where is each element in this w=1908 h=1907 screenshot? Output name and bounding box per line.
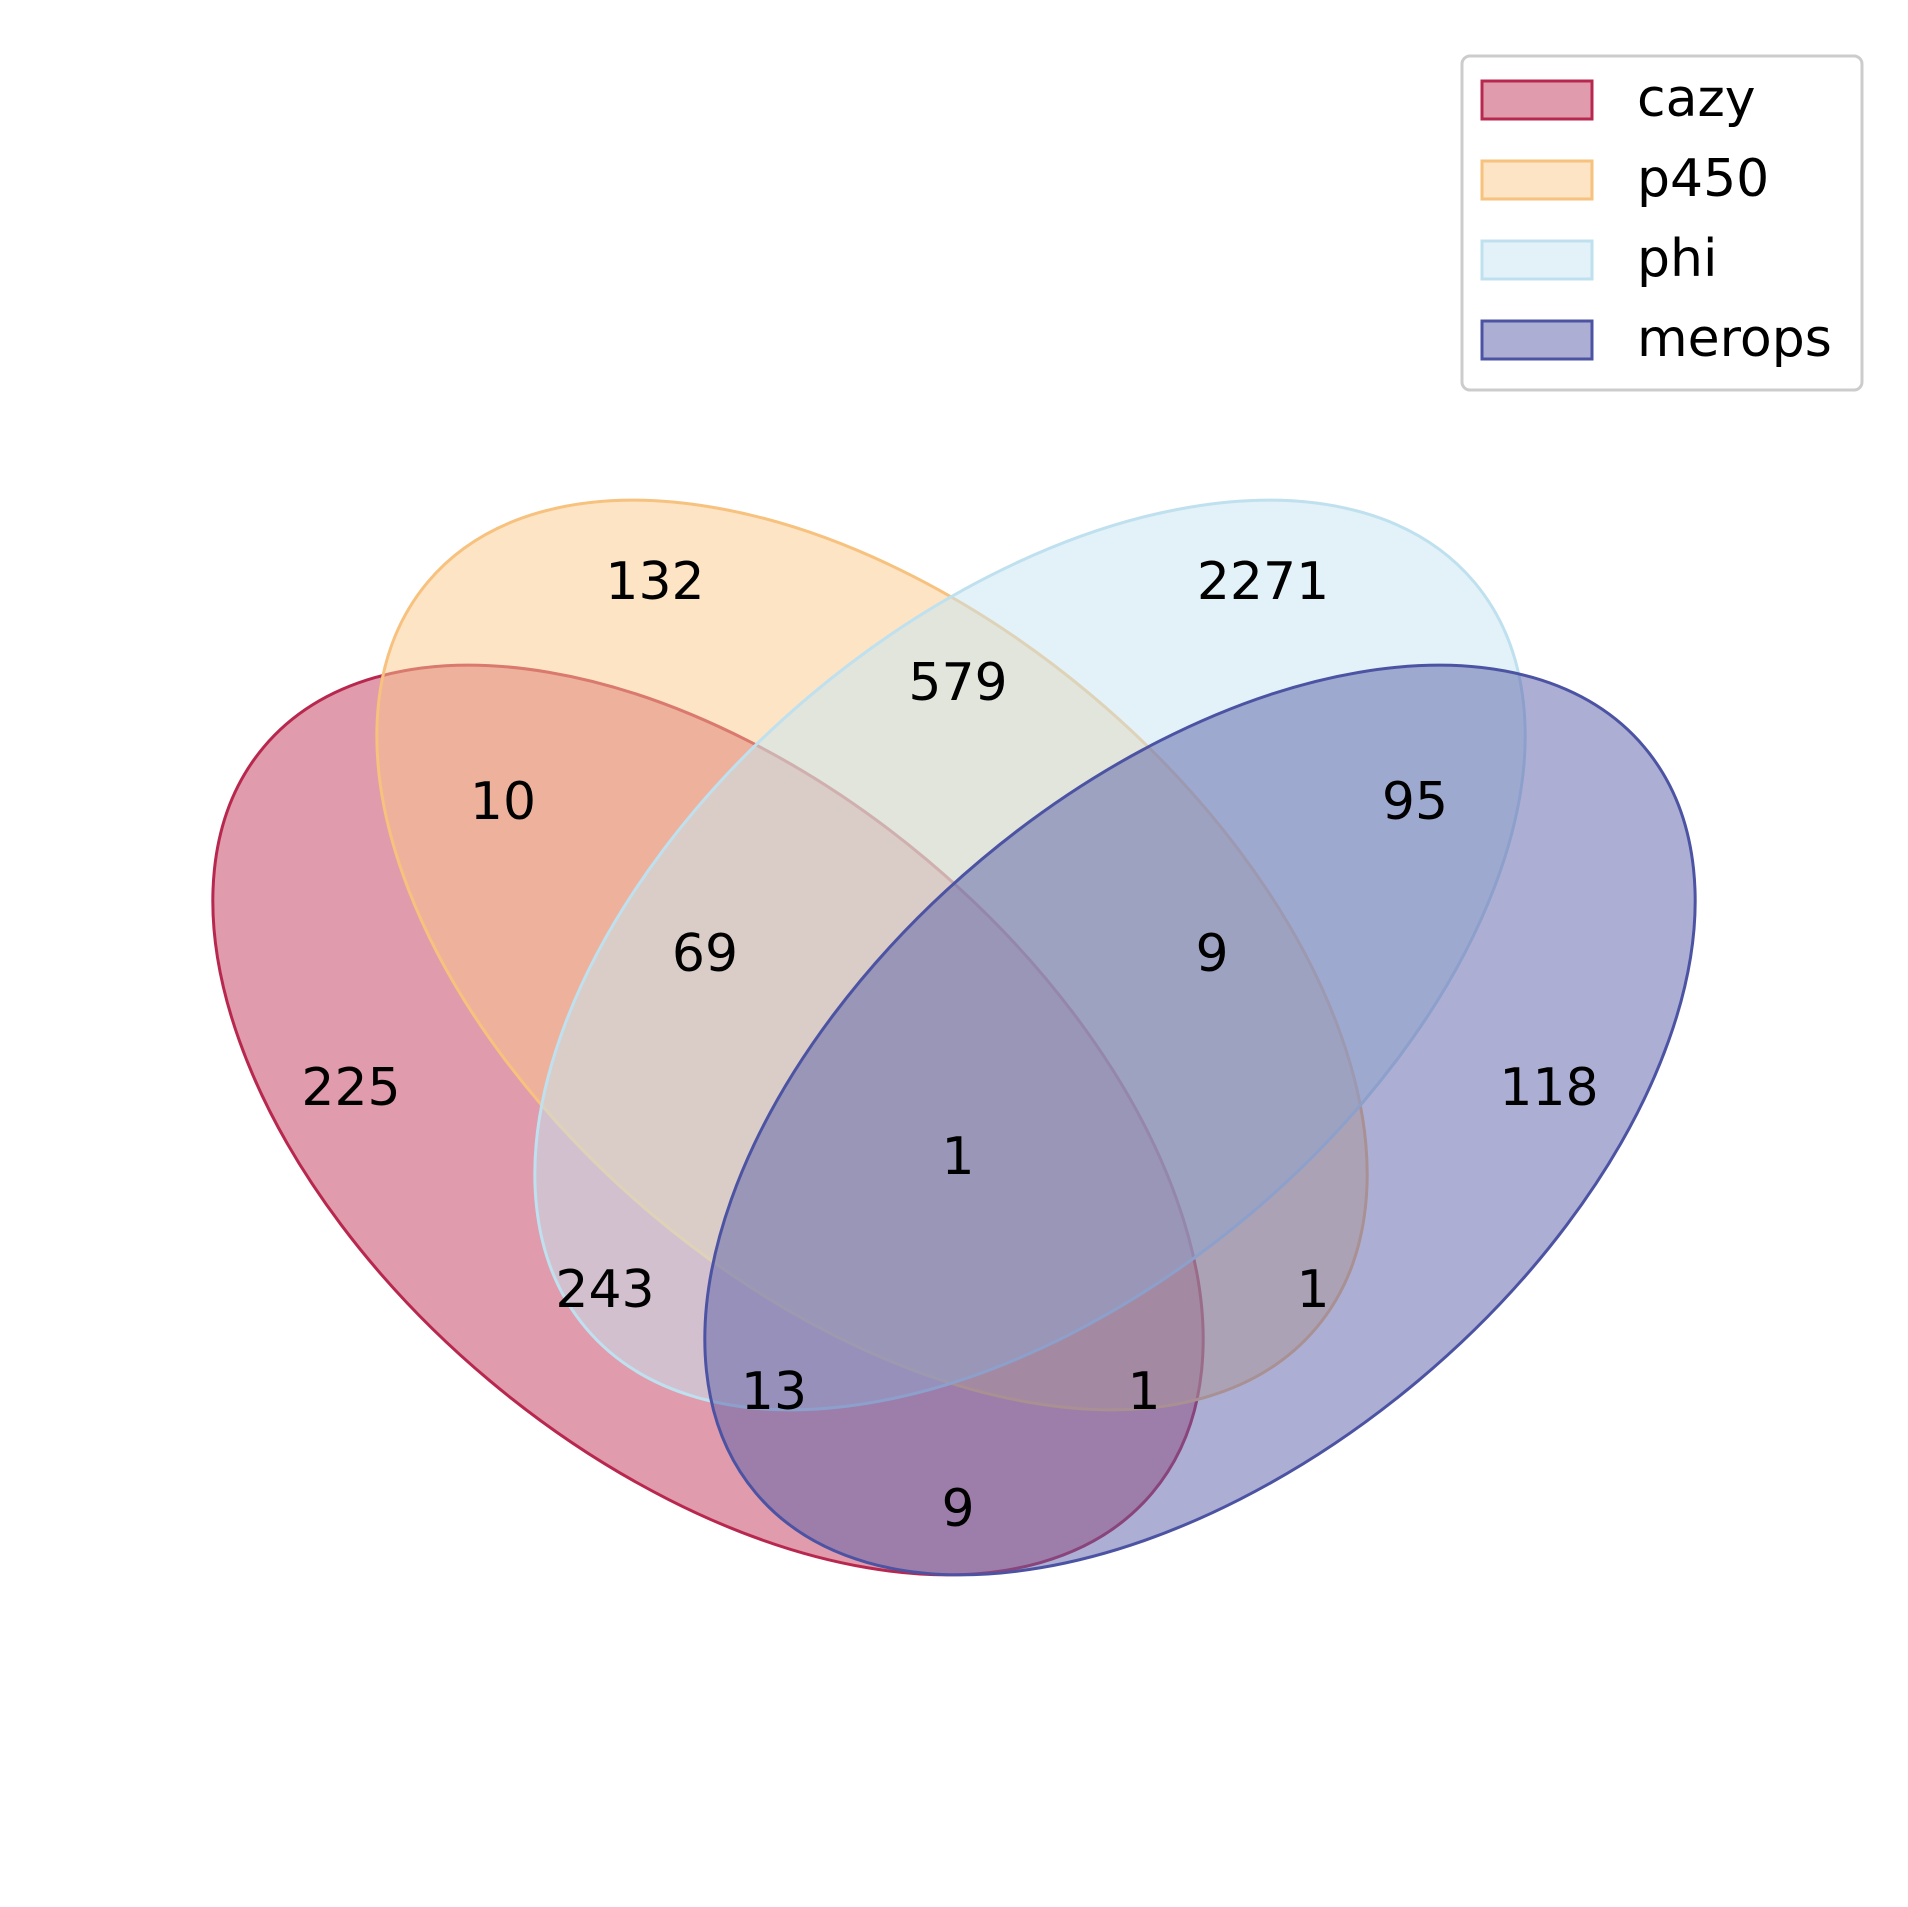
- region-value-phi: 2271: [1197, 552, 1329, 612]
- region-labels: 132 2271 579 10 95 69 9 225 118 1 243 1 13 1 9: [301, 552, 1598, 1539]
- region-value-cazy-p450-phi-merops: 1: [941, 1127, 974, 1187]
- legend-label-merops: merops: [1637, 309, 1832, 369]
- region-value-cazy: 225: [301, 1058, 400, 1118]
- legend: cazy p450 phi merops: [1460, 54, 1864, 392]
- region-value-p450: 132: [605, 552, 704, 612]
- legend-label-phi: phi: [1637, 229, 1717, 289]
- region-value-p450-phi: 579: [908, 653, 1007, 713]
- ellipse-merops: [703, 663, 1697, 1577]
- legend-label-p450: p450: [1637, 149, 1769, 209]
- region-value-p450-phi-merops: 9: [1195, 924, 1228, 984]
- region-value-cazy-merops: 9: [941, 1479, 974, 1539]
- region-value-p450-merops: 1: [1296, 1260, 1329, 1320]
- legend-label-cazy: cazy: [1637, 69, 1756, 129]
- legend-items: cazy p450 phi merops: [1480, 69, 1832, 369]
- region-value-merops: 118: [1499, 1058, 1598, 1118]
- region-value-cazy-p450-merops: 1: [1127, 1362, 1160, 1422]
- region-value-cazy-phi: 243: [555, 1260, 654, 1320]
- legend-swatch-merops: [1480, 319, 1594, 361]
- region-value-phi-merops: 95: [1382, 772, 1448, 832]
- set-ellipses: [211, 498, 1697, 1577]
- legend-swatch-p450: [1480, 159, 1594, 201]
- legend-frame: [1460, 54, 1864, 392]
- legend-swatch-phi: [1480, 239, 1594, 281]
- region-value-cazy-p450-phi: 69: [672, 924, 738, 984]
- legend-swatch-cazy: [1480, 79, 1594, 121]
- region-value-cazy-p450: 10: [470, 772, 536, 832]
- region-value-cazy-phi-merops: 13: [741, 1362, 807, 1422]
